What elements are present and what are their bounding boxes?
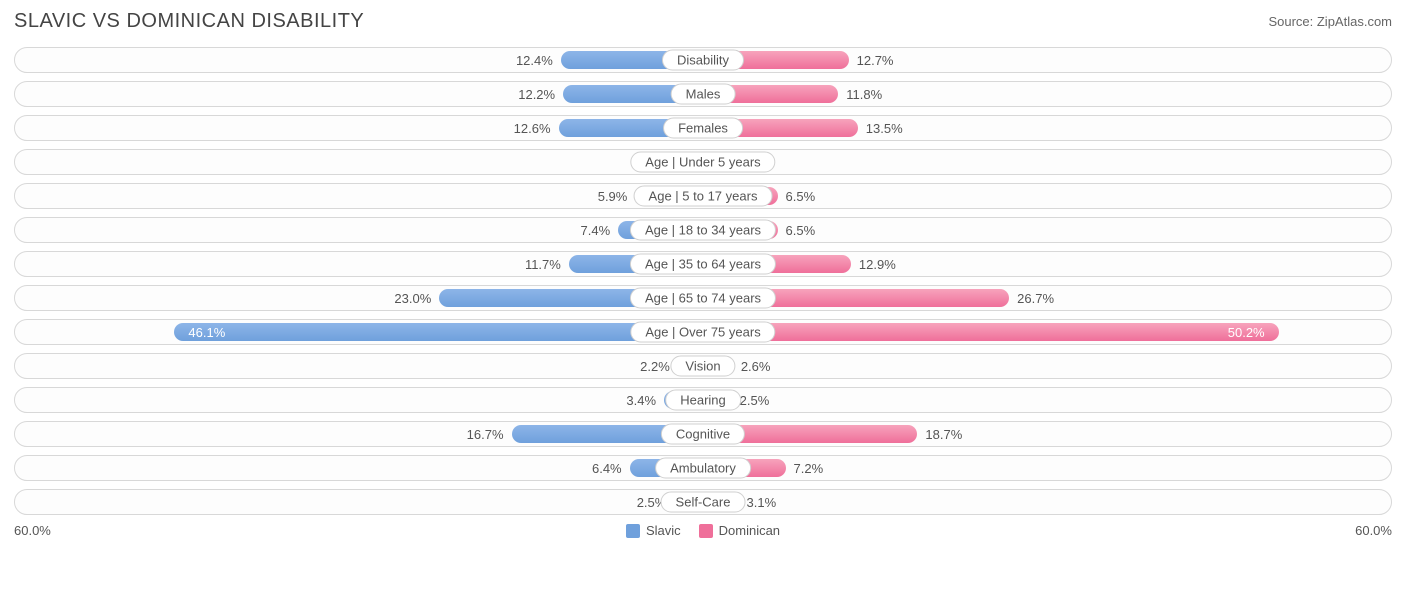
category-label: Age | 65 to 74 years (630, 288, 776, 309)
category-label: Self-Care (661, 492, 746, 513)
chart-row: 6.4% 7.2% Ambulatory (14, 455, 1392, 481)
chart-title: SLAVIC VS DOMINICAN DISABILITY (14, 10, 364, 33)
axis-max-left: 60.0% (14, 523, 51, 538)
bar-value-right: 13.5% (858, 121, 911, 136)
chart-row: 46.1% 50.2% Age | Over 75 years (14, 319, 1392, 345)
category-label: Age | 18 to 34 years (630, 220, 776, 241)
chart-row: 5.9% 6.5% Age | 5 to 17 years (14, 183, 1392, 209)
bar-value-right: 12.9% (851, 257, 904, 272)
chart-row: 11.7% 12.9% Age | 35 to 64 years (14, 251, 1392, 277)
chart-row: 1.4%1.1%Age | Under 5 years (14, 149, 1392, 175)
bar-value-left: 16.7% (459, 427, 512, 442)
legend-swatch-slavic (626, 524, 640, 538)
bar-value-left: 11.7% (517, 257, 569, 272)
bar-value-right: 26.7% (1009, 291, 1062, 306)
chart-row: 7.4% 6.5%Age | 18 to 34 years (14, 217, 1392, 243)
chart-row: 16.7% 18.7% Cognitive (14, 421, 1392, 447)
diverging-bar-chart: 12.4% 12.7% Disability 12.2% 11.8% Males 12.6%… (14, 47, 1392, 515)
bar-value-left: 12.2% (510, 87, 563, 102)
bar-value-left: 23.0% (386, 291, 439, 306)
bar-right (703, 323, 1279, 341)
chart-row: 12.6% 13.5% Females (14, 115, 1392, 141)
chart-row: 12.4% 12.7% Disability (14, 47, 1392, 73)
legend: Slavic Dominican (626, 523, 780, 538)
category-label: Cognitive (661, 424, 745, 445)
bar-value-left: 7.4% (573, 223, 619, 238)
legend-label-slavic: Slavic (646, 523, 681, 538)
category-label: Age | Over 75 years (630, 322, 775, 343)
category-label: Vision (670, 356, 735, 377)
bar-value-left: 46.1% (180, 325, 233, 340)
legend-label-dominican: Dominican (719, 523, 780, 538)
bar-value-right: 6.5% (778, 189, 824, 204)
legend-item-dominican: Dominican (699, 523, 780, 538)
category-label: Ambulatory (655, 458, 751, 479)
bar-value-left: 6.4% (584, 461, 630, 476)
bar-value-right: 2.6% (733, 359, 779, 374)
chart-row: 2.2%2.6%Vision (14, 353, 1392, 379)
category-label: Disability (662, 50, 744, 71)
chart-source: Source: ZipAtlas.com (1268, 14, 1392, 29)
axis-max-right: 60.0% (1355, 523, 1392, 538)
legend-swatch-dominican (699, 524, 713, 538)
bar-value-right: 7.2% (786, 461, 832, 476)
category-label: Hearing (665, 390, 741, 411)
chart-row: 2.5%3.1%Self-Care (14, 489, 1392, 515)
category-label: Age | 5 to 17 years (634, 186, 773, 207)
bar-value-right: 12.7% (849, 53, 902, 68)
chart-row: 12.2% 11.8% Males (14, 81, 1392, 107)
category-label: Age | 35 to 64 years (630, 254, 776, 275)
legend-item-slavic: Slavic (626, 523, 681, 538)
bar-value-right: 50.2% (1220, 325, 1273, 340)
bar-value-right: 11.8% (838, 87, 890, 102)
category-label: Females (663, 118, 743, 139)
category-label: Age | Under 5 years (630, 152, 775, 173)
bar-value-left: 12.4% (508, 53, 561, 68)
bar-value-left: 12.6% (506, 121, 559, 136)
bar-value-right: 18.7% (917, 427, 970, 442)
bar-value-left: 3.4% (618, 393, 664, 408)
category-label: Males (671, 84, 736, 105)
bar-left (174, 323, 703, 341)
chart-row: 3.4%2.5%Hearing (14, 387, 1392, 413)
bar-value-left: 5.9% (590, 189, 636, 204)
chart-row: 23.0% 26.7% Age | 65 to 74 years (14, 285, 1392, 311)
bar-value-right: 6.5% (778, 223, 824, 238)
